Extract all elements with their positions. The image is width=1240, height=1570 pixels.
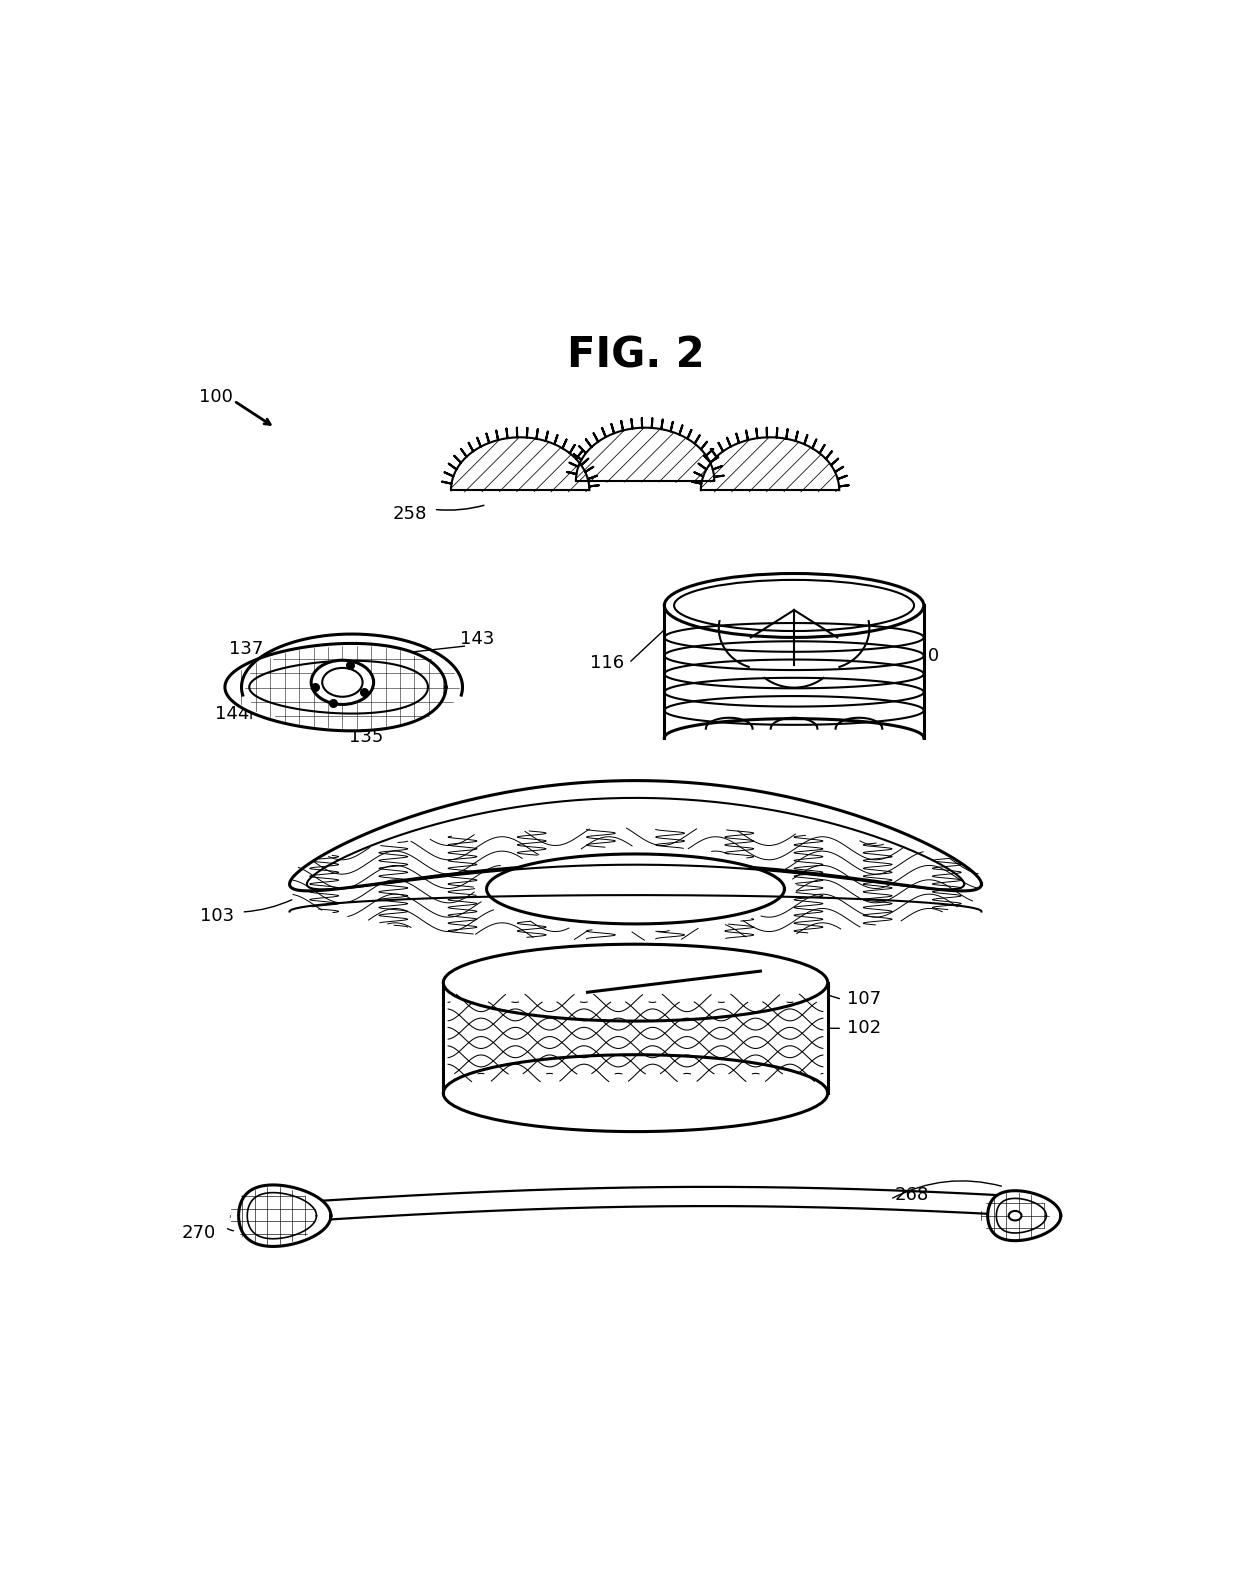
Text: 120: 120 [905, 647, 939, 666]
Ellipse shape [1008, 1210, 1022, 1220]
Text: 143: 143 [460, 630, 494, 648]
Polygon shape [451, 438, 589, 490]
Text: 116: 116 [590, 655, 624, 672]
Text: 102: 102 [847, 1019, 882, 1038]
Ellipse shape [444, 1055, 828, 1132]
Text: 135: 135 [350, 728, 383, 746]
Text: 268: 268 [895, 1185, 929, 1204]
Ellipse shape [675, 579, 914, 631]
Ellipse shape [322, 667, 362, 697]
Polygon shape [290, 780, 982, 890]
Text: 270: 270 [181, 1225, 216, 1242]
Polygon shape [988, 1190, 1060, 1240]
Ellipse shape [444, 944, 828, 1020]
Text: 100: 100 [198, 388, 232, 407]
Text: 103: 103 [201, 907, 234, 925]
Polygon shape [224, 644, 446, 732]
Text: 107: 107 [847, 991, 882, 1008]
Polygon shape [701, 438, 839, 490]
Text: 258: 258 [393, 506, 427, 523]
Ellipse shape [311, 661, 373, 705]
Polygon shape [486, 854, 785, 923]
Text: 137: 137 [229, 639, 263, 658]
Polygon shape [575, 427, 714, 480]
Text: 144: 144 [215, 705, 249, 724]
Text: 231: 231 [847, 612, 882, 631]
Ellipse shape [665, 573, 924, 637]
Text: FIG. 2: FIG. 2 [567, 334, 704, 377]
Polygon shape [238, 1185, 331, 1247]
